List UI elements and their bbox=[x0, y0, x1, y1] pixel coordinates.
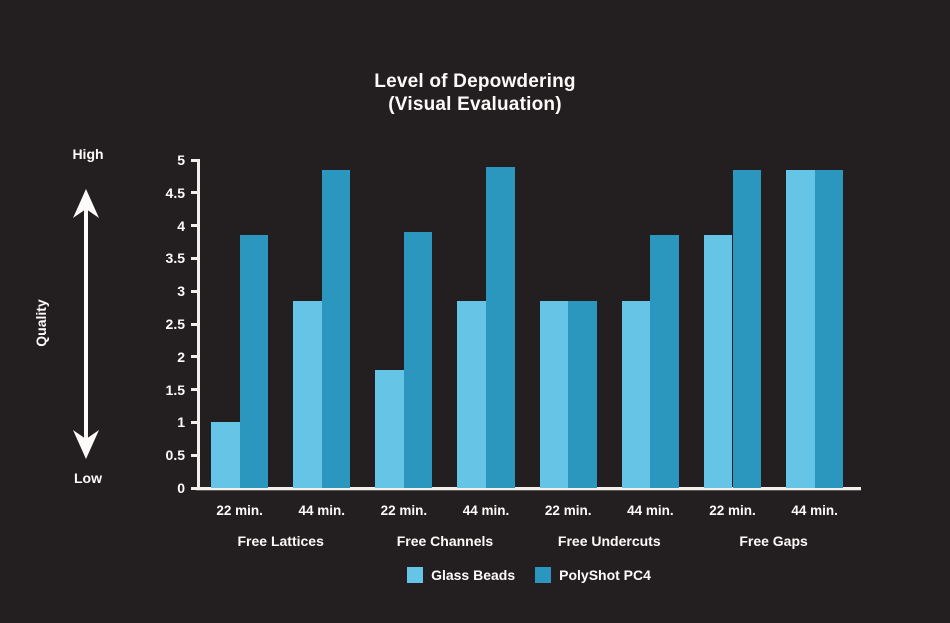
legend-label: PolyShot PC4 bbox=[559, 567, 651, 583]
bar-glass-beads bbox=[457, 301, 487, 488]
x-axis-time-label: 22 min. bbox=[544, 503, 592, 518]
y-axis-tick bbox=[191, 486, 200, 490]
bar-glass-beads bbox=[703, 235, 733, 488]
y-axis-tick-label: 4.5 bbox=[165, 184, 185, 201]
x-axis-time-label: 44 min. bbox=[462, 503, 510, 518]
y-axis-tick bbox=[191, 322, 200, 326]
bar-polyshot-pc4 bbox=[239, 235, 269, 488]
legend-label: Glass Beads bbox=[431, 567, 516, 583]
chart-title-line2: (Visual Evaluation) bbox=[388, 94, 562, 115]
y-axis-tick-label: 4 bbox=[177, 217, 185, 234]
x-axis-time-label: 22 min. bbox=[216, 503, 263, 518]
y-axis-tick-label: 3.5 bbox=[165, 250, 185, 267]
x-axis-time-label: 22 min. bbox=[380, 503, 428, 518]
legend-item: PolyShot PC4 bbox=[535, 567, 651, 583]
y-axis-tick bbox=[191, 355, 200, 359]
bar-polyshot-pc4 bbox=[403, 232, 433, 488]
x-axis-time-label: 44 min. bbox=[791, 503, 838, 518]
y-axis-tick-label: 1.5 bbox=[165, 381, 185, 398]
y-axis-tick bbox=[191, 256, 200, 260]
bar-glass-beads bbox=[375, 369, 404, 488]
bar-polyshot-pc4 bbox=[486, 166, 515, 488]
bar-glass-beads bbox=[621, 301, 651, 488]
y-axis-high-label: High bbox=[72, 146, 104, 162]
bar-polyshot-pc4 bbox=[650, 235, 679, 488]
x-axis-group-label: Free Lattices bbox=[237, 533, 324, 549]
bar-glass-beads bbox=[211, 422, 240, 488]
bar-polyshot-pc4 bbox=[568, 301, 597, 488]
y-axis-low-label: Low bbox=[74, 470, 102, 486]
y-axis-tick-label: 1 bbox=[177, 414, 185, 431]
legend-swatch-glass-beads bbox=[407, 567, 424, 583]
bar-glass-beads bbox=[786, 169, 815, 488]
y-axis-tick-label: 2.5 bbox=[165, 316, 185, 332]
y-axis-tick bbox=[191, 289, 200, 293]
x-axis-group-label: Free Channels bbox=[396, 533, 494, 549]
x-axis-time-label: 44 min. bbox=[627, 503, 674, 518]
chart-plot-area: 5 4.5 4 3.5 3 2.5 2 1.5 1 0.5 0 22 min. 44 min. 22 mi… bbox=[166, 152, 861, 549]
bar-glass-beads bbox=[293, 301, 322, 488]
y-axis-tick-label: 3 bbox=[177, 283, 185, 300]
chart-title: Level of Depowdering (Visual Evaluation) bbox=[0, 70, 950, 116]
x-axis-time-label: 22 min. bbox=[709, 503, 756, 518]
y-axis-tick bbox=[191, 158, 200, 162]
bar-polyshot-pc4 bbox=[732, 169, 762, 488]
y-axis-tick-label: 0.5 bbox=[165, 447, 185, 464]
legend-swatch-polyshot-pc4 bbox=[535, 567, 552, 583]
y-axis-tick-label: 2 bbox=[177, 348, 185, 365]
x-axis-time-label: 44 min. bbox=[298, 503, 346, 518]
legend-item: Glass Beads bbox=[407, 567, 515, 583]
chart-legend: Glass Beads PolyShot PC4 bbox=[197, 567, 861, 583]
y-axis-tick bbox=[191, 224, 200, 228]
x-axis-group-label: Free Undercuts bbox=[557, 533, 661, 549]
chart-title-line1: Level of Depowdering bbox=[374, 71, 576, 92]
y-axis-tick bbox=[191, 388, 200, 392]
x-axis-line bbox=[196, 487, 861, 490]
y-axis-tick bbox=[191, 453, 200, 457]
y-axis-tick bbox=[191, 420, 200, 424]
bar-polyshot-pc4 bbox=[814, 169, 844, 488]
x-axis-group-label: Free Gaps bbox=[739, 533, 808, 549]
y-axis-tick bbox=[191, 191, 200, 195]
y-axis-tick-label: 5 bbox=[177, 152, 185, 168]
y-axis-title: Quality bbox=[33, 299, 49, 347]
vertical-double-arrow-icon bbox=[73, 189, 99, 459]
bar-polyshot-pc4 bbox=[321, 169, 351, 488]
y-axis-tick-label: 0 bbox=[177, 480, 185, 496]
bar-glass-beads bbox=[539, 301, 569, 488]
